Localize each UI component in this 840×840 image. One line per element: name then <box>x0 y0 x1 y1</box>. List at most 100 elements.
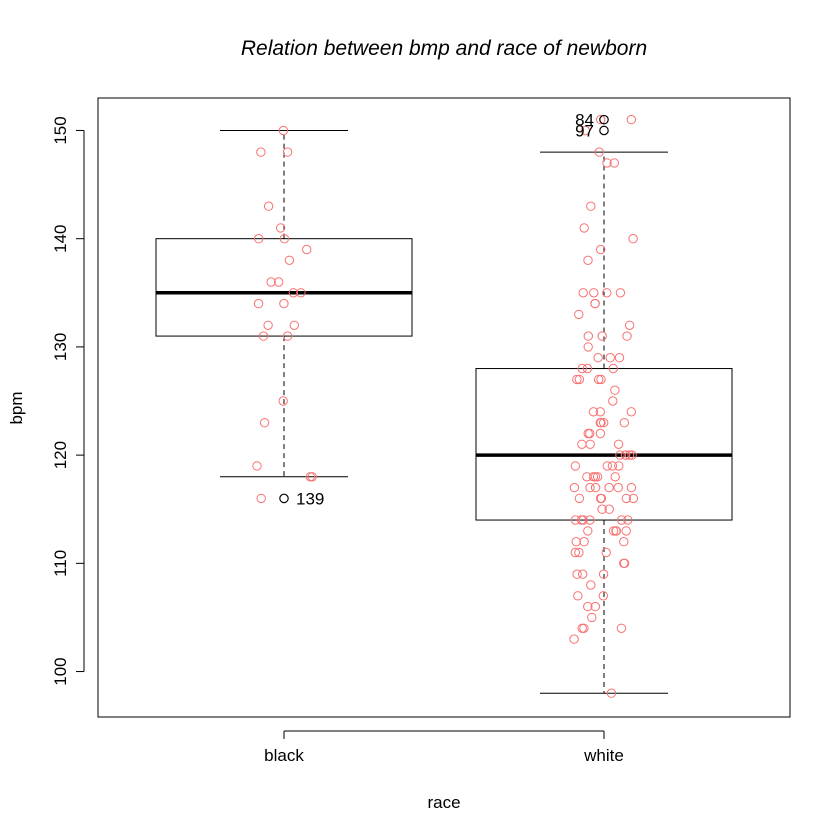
x-tick-label: white <box>583 746 624 765</box>
data-point <box>256 147 266 157</box>
data-point <box>263 320 273 330</box>
data-point <box>275 223 286 233</box>
data-point <box>624 450 635 460</box>
data-point <box>585 482 595 493</box>
data-point <box>254 234 264 244</box>
data-point <box>252 461 262 471</box>
y-tick-label: 130 <box>51 333 70 361</box>
data-point <box>621 526 631 536</box>
data-point <box>570 515 581 525</box>
data-point <box>583 428 593 439</box>
data-point <box>609 158 619 168</box>
data-point <box>573 591 583 601</box>
outlier-label: 84 <box>575 111 594 130</box>
data-point <box>288 288 299 298</box>
outlier-point <box>599 125 609 136</box>
data-point <box>583 601 593 612</box>
data-point <box>593 353 603 363</box>
data-point <box>607 461 618 471</box>
data-point <box>622 331 632 341</box>
data-point <box>628 234 638 244</box>
iqr-box <box>475 368 733 521</box>
data-point <box>608 526 619 536</box>
data-point <box>569 634 579 644</box>
data-point <box>604 504 614 514</box>
data-point <box>596 374 606 385</box>
data-point <box>616 515 627 525</box>
data-point <box>589 288 599 298</box>
data-point <box>596 493 607 504</box>
data-point <box>626 114 636 125</box>
data-point <box>578 569 588 579</box>
data-point <box>619 537 629 547</box>
box-white <box>475 151 733 694</box>
y-tick-label: 140 <box>51 224 70 252</box>
data-point <box>599 418 609 428</box>
data-point <box>577 439 587 449</box>
y-axis: 100 110 120 130 140 150 <box>51 116 85 686</box>
data-point <box>585 439 595 449</box>
data-point <box>595 428 606 439</box>
data-point <box>282 147 293 157</box>
data-point <box>296 288 306 298</box>
data-point <box>619 418 629 428</box>
data-point <box>611 526 621 536</box>
data-point <box>579 223 589 233</box>
data-point <box>574 309 584 320</box>
boxes <box>155 129 733 694</box>
data-point <box>615 450 625 460</box>
data-point <box>572 569 582 579</box>
data-point <box>626 407 636 417</box>
data-point <box>587 612 597 623</box>
data-point <box>302 244 312 255</box>
data-point <box>582 472 592 482</box>
data-point <box>570 547 580 558</box>
data-point <box>608 363 618 374</box>
data-point <box>583 255 593 265</box>
data-point <box>595 407 605 417</box>
data-point <box>598 569 609 579</box>
data-point <box>627 450 637 460</box>
data-point <box>588 407 599 417</box>
data-point <box>621 493 631 504</box>
data-point <box>610 472 620 482</box>
data-point <box>570 461 581 471</box>
outlier-point <box>279 493 289 504</box>
data-point <box>619 558 630 568</box>
data-point <box>596 244 606 255</box>
data-point <box>614 461 624 471</box>
data-point <box>606 688 617 698</box>
data-point <box>263 201 274 211</box>
data-point <box>572 374 582 385</box>
data-point <box>596 114 606 125</box>
data-point <box>626 482 637 493</box>
data-point <box>577 363 587 374</box>
x-axis: black white <box>264 730 624 765</box>
y-tick-label: 100 <box>51 657 70 685</box>
data-point <box>590 482 601 493</box>
data-point <box>592 472 603 482</box>
data-point <box>571 537 581 547</box>
data-point <box>602 288 612 298</box>
y-axis-label: bpm <box>7 391 26 424</box>
data-point <box>597 331 607 341</box>
data-point <box>590 601 600 612</box>
chart-title: Relation between bmp and race of newborn <box>241 37 647 60</box>
data-point <box>616 623 627 633</box>
data-point <box>574 547 584 558</box>
data-point <box>615 288 626 298</box>
data-point <box>259 418 270 428</box>
data-point <box>602 158 612 168</box>
data-point <box>594 147 604 157</box>
data-point <box>605 353 615 363</box>
data-point <box>266 277 276 287</box>
data-point <box>279 234 290 244</box>
data-point <box>278 396 288 406</box>
data-point <box>623 515 633 525</box>
data-point <box>578 515 588 525</box>
data-point <box>620 450 631 460</box>
data-point <box>282 331 293 341</box>
data-point <box>574 374 585 385</box>
data-point <box>597 504 607 514</box>
